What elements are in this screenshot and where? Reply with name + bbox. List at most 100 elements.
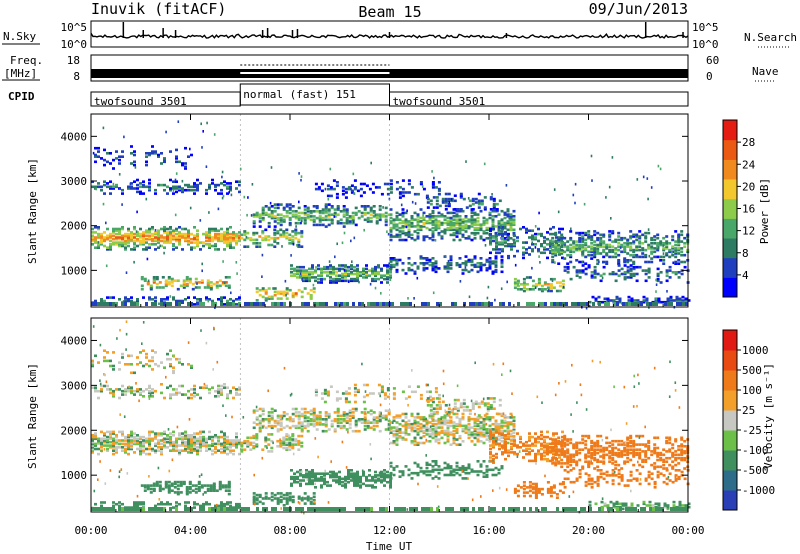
heatmap-cell <box>148 386 151 389</box>
heatmap-cell <box>227 284 231 288</box>
heatmap-cell <box>398 470 402 473</box>
heatmap-cell <box>220 389 223 393</box>
heatmap-cell <box>218 279 222 282</box>
heatmap-cell <box>506 280 508 284</box>
heatmap-cell <box>468 199 472 203</box>
heatmap-cell <box>594 299 598 302</box>
heatmap-cell <box>449 255 453 258</box>
heatmap-cell <box>294 231 298 235</box>
heatmap-cell <box>226 501 229 504</box>
heatmap-cell <box>467 225 471 228</box>
heatmap-cell <box>554 248 558 252</box>
heatmap-cell <box>501 241 504 244</box>
heatmap-cell <box>368 187 372 191</box>
heatmap-cell <box>467 220 471 223</box>
heatmap-cell <box>386 388 390 392</box>
heatmap-cell <box>224 276 228 279</box>
heatmap-cell <box>587 233 591 237</box>
heatmap-cell <box>322 302 325 306</box>
heatmap-cell <box>309 211 313 215</box>
heatmap-cell <box>288 426 292 430</box>
heatmap-cell <box>175 239 178 243</box>
heatmap-cell <box>282 436 286 440</box>
heatmap-cell <box>544 302 547 306</box>
heatmap-cell <box>367 302 370 306</box>
heatmap-cell <box>431 400 435 404</box>
heatmap-cell <box>194 484 198 487</box>
heatmap-cell <box>410 221 414 225</box>
heatmap-cell <box>229 451 232 454</box>
heatmap-cell <box>103 356 106 359</box>
heatmap-cell <box>169 435 172 439</box>
heatmap-cell <box>94 388 97 391</box>
heatmap-cell <box>285 294 287 297</box>
heatmap-cell <box>170 489 174 492</box>
heatmap-cell <box>97 241 100 244</box>
heatmap-cell <box>112 452 115 456</box>
heatmap-cell <box>133 150 136 153</box>
heatmap-cell <box>169 384 172 388</box>
heatmap-cell <box>497 468 501 472</box>
heatmap-cell <box>118 244 121 248</box>
heatmap-cell <box>395 218 399 221</box>
heatmap-cell <box>343 231 346 235</box>
heatmap-cell <box>358 302 361 306</box>
heatmap-cell <box>115 439 118 442</box>
heatmap-cell <box>103 180 106 183</box>
heatmap-cell <box>94 442 97 446</box>
heatmap-cell <box>154 363 157 366</box>
heatmap-cell <box>148 185 151 189</box>
heatmap-cell <box>503 424 507 428</box>
heatmap-cell <box>124 243 127 246</box>
heatmap-cell <box>507 232 510 236</box>
heatmap-cell <box>184 444 187 447</box>
heatmap-cell <box>363 418 367 421</box>
heatmap-cell <box>205 502 208 506</box>
heatmap-cell <box>178 160 181 164</box>
heatmap-cell <box>261 419 265 423</box>
heatmap-cell <box>112 167 115 170</box>
heatmap-cell <box>184 440 187 444</box>
heatmap-cell <box>431 215 435 218</box>
heatmap-cell <box>356 276 359 279</box>
heatmap-cell <box>181 163 184 167</box>
heatmap-cell <box>425 421 429 424</box>
heatmap-cell <box>109 243 112 246</box>
heatmap-cell <box>341 477 344 481</box>
heatmap-cell <box>512 220 516 223</box>
heatmap-cell <box>443 215 447 218</box>
heatmap-cell <box>458 263 462 267</box>
heatmap-cell <box>371 484 374 487</box>
heatmap-cell <box>202 386 205 389</box>
heatmap-cell <box>492 440 495 444</box>
heatmap-cell <box>356 267 359 271</box>
heatmap-cell <box>318 411 322 414</box>
heatmap-cell <box>184 504 187 508</box>
heatmap-cell <box>136 501 139 504</box>
heatmap-cell <box>175 185 178 189</box>
heatmap-cell <box>555 289 559 293</box>
heatmap-cell <box>302 265 305 269</box>
heatmap-cell <box>190 246 193 249</box>
heatmap-cell <box>133 371 136 375</box>
heatmap-cell <box>428 213 432 216</box>
heatmap-cell <box>323 482 326 486</box>
heatmap-cell <box>431 220 435 223</box>
heatmap-cell <box>220 302 223 306</box>
heatmap-cell <box>495 246 498 249</box>
heatmap-cell <box>492 202 496 206</box>
heatmap-cell <box>181 435 184 439</box>
heatmap-cell <box>329 385 333 388</box>
heatmap-cell <box>419 257 423 260</box>
heatmap-cell <box>97 244 100 248</box>
heatmap-cell <box>335 479 338 482</box>
heatmap-cell <box>593 269 597 272</box>
heatmap-cell <box>635 248 639 252</box>
heatmap-cell <box>389 260 393 263</box>
heatmap-cell <box>279 213 283 216</box>
heatmap-cell <box>401 471 405 475</box>
heatmap-cell <box>677 259 681 262</box>
heatmap-cell <box>140 484 144 487</box>
heatmap-cell <box>422 424 426 428</box>
heatmap-cell <box>380 480 383 484</box>
